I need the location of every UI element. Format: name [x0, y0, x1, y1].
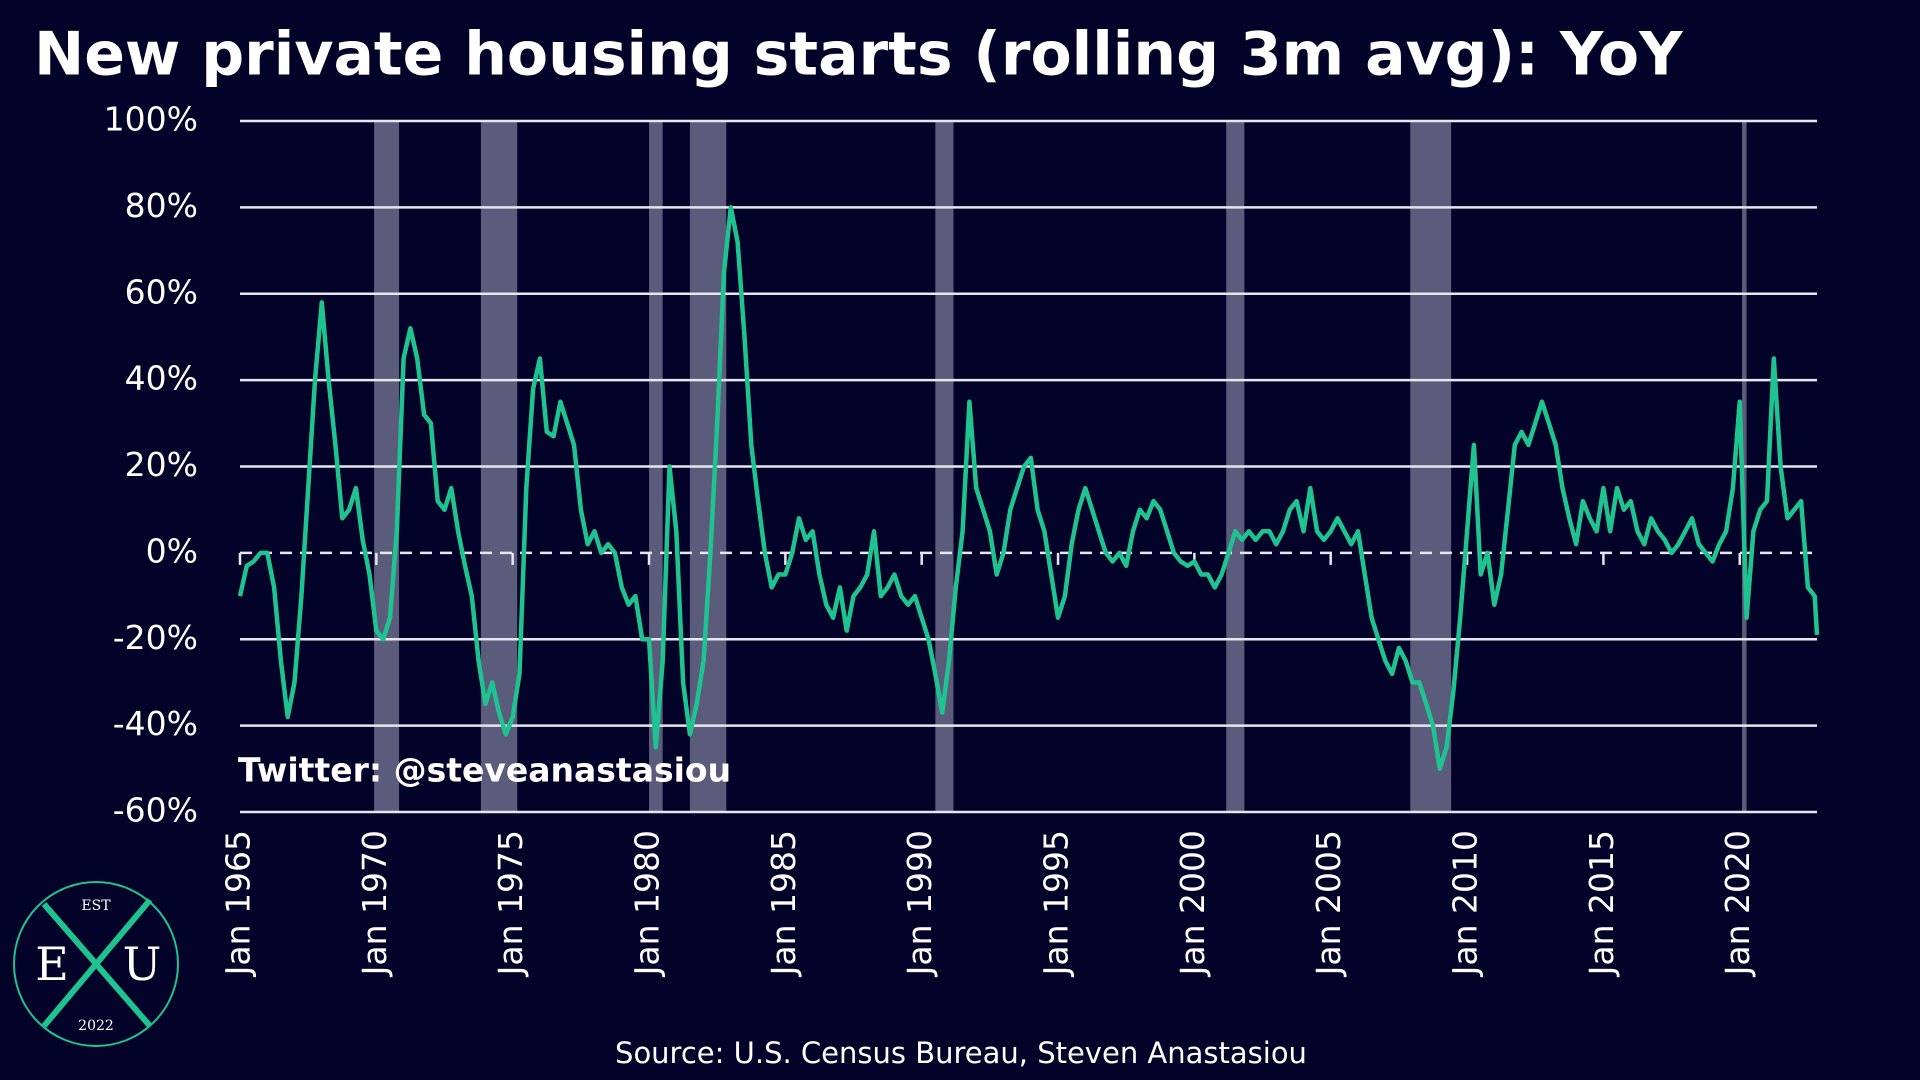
- logo-text: E: [35, 937, 69, 991]
- x-tick-label: Jan 1985: [764, 830, 803, 977]
- logo-text: EST: [81, 898, 111, 914]
- x-tick-label: Jan 1965: [219, 830, 258, 977]
- logo-stroke: [41, 898, 153, 1028]
- y-tick-label: -40%: [113, 704, 198, 743]
- logo-text: 2022: [78, 1018, 114, 1034]
- y-tick-label: 60%: [125, 272, 198, 311]
- x-tick-label: Jan 2000: [1173, 830, 1212, 977]
- y-tick-label: 80%: [125, 186, 198, 225]
- y-tick-label: 0%: [146, 531, 198, 570]
- x-tick-label: Jan 1995: [1037, 830, 1076, 977]
- annotation: Twitter: @steveanastasiou: [238, 751, 731, 790]
- y-tick-label: 40%: [125, 359, 198, 398]
- chart-title: New private housing starts (rolling 3m a…: [34, 20, 1684, 90]
- series-line: [237, 205, 1820, 772]
- x-tick-label: Jan 1975: [491, 830, 530, 977]
- y-tick-label: 20%: [125, 445, 198, 484]
- logo-text: U: [123, 937, 162, 991]
- source: Source: U.S. Census Bureau, Steven Anast…: [615, 1036, 1307, 1070]
- y-tick-label: -20%: [113, 618, 198, 657]
- plot: -60% -40% -20% 0% 20% 40% 60% 80% 100% Jan 1965 Ja…: [104, 100, 1820, 977]
- x-tick-label: Jan 1990: [900, 830, 939, 977]
- x-tick-label: Jan 2005: [1309, 830, 1348, 977]
- x-tick-label: Jan 1980: [628, 830, 667, 977]
- x-tick-label: Jan 1970: [355, 830, 394, 977]
- x-tick-label: Jan 2015: [1582, 830, 1621, 977]
- logo: EST E U 2022: [13, 881, 179, 1047]
- y-tick-label: 100%: [104, 100, 198, 139]
- x-tick-label: Jan 2020: [1718, 830, 1757, 977]
- y-tick-label: -60%: [113, 791, 198, 830]
- logo-ring: [13, 881, 179, 1047]
- x-tick-label: Jan 2010: [1446, 830, 1485, 977]
